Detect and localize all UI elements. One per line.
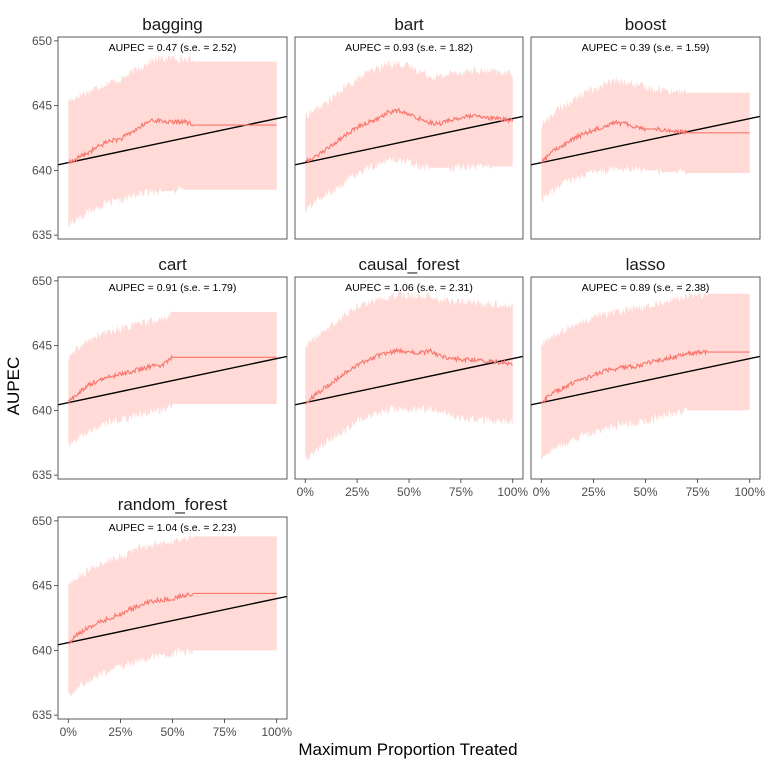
random-baseline-line	[295, 115, 523, 166]
facet-title: causal_forest	[358, 255, 459, 274]
aupec-annotation: AUPEC = 0.91 (s.e. = 1.79)	[109, 282, 237, 294]
y-tick-label: 645	[32, 579, 52, 593]
x-tick-label: 50%	[160, 725, 184, 739]
aupec-annotation: AUPEC = 0.89 (s.e. = 2.38)	[582, 282, 710, 294]
facet-panels: bagging AUPEC = 0.47 (s.e. = 2.52) 635 640 6…	[32, 15, 765, 739]
facet-boost: boost AUPEC = 0.39 (s.e. = 1.59)	[530, 15, 761, 240]
x-tick-label: 75%	[449, 485, 473, 499]
random-baseline-line	[531, 355, 760, 406]
facet-lasso: lasso AUPEC = 0.89 (s.e. = 2.38) 0% 25% 50% 7…	[530, 255, 765, 499]
facet-bart: bart AUPEC = 0.93 (s.e. = 1.82)	[294, 15, 524, 240]
y-tick-label: 635	[32, 468, 52, 482]
aupec-curve	[67, 592, 277, 646]
random-baseline-line	[531, 115, 760, 166]
facet-bagging: bagging AUPEC = 0.47 (s.e. = 2.52) 635 640 6…	[32, 15, 288, 242]
panel-border	[57, 36, 288, 240]
aupec-annotation: AUPEC = 1.06 (s.e. = 2.31)	[345, 282, 473, 294]
confidence-band	[305, 290, 513, 463]
x-tick-label: 100%	[261, 725, 292, 739]
y-tick-label: 650	[32, 514, 52, 528]
panel-border	[530, 36, 761, 240]
confidence-band	[305, 59, 513, 213]
x-tick-label: 25%	[581, 485, 605, 499]
x-tick-label: 100%	[497, 485, 528, 499]
facet-title: bagging	[142, 15, 203, 34]
random-baseline-line	[58, 115, 287, 166]
aupec-annotation: AUPEC = 0.39 (s.e. = 1.59)	[582, 42, 710, 54]
facet-title: random_forest	[118, 495, 228, 514]
aupec-curve	[67, 354, 277, 405]
x-tick-label: 50%	[397, 485, 421, 499]
y-tick-label: 635	[32, 708, 52, 722]
y-tick-label: 640	[32, 163, 52, 177]
confidence-band	[541, 291, 750, 459]
random-baseline-line	[295, 355, 523, 406]
panel-border	[57, 276, 288, 480]
x-tick-label: 0%	[297, 485, 315, 499]
random-baseline-line	[58, 355, 287, 406]
y-tick-label: 645	[32, 339, 52, 353]
x-tick-label: 0%	[533, 485, 551, 499]
aupec-annotation: AUPEC = 0.93 (s.e. = 1.82)	[345, 42, 473, 54]
x-tick-label: 0%	[60, 725, 78, 739]
confidence-band	[68, 534, 277, 697]
x-tick-label: 75%	[213, 725, 237, 739]
aupec-curve	[540, 119, 750, 164]
aupec-curve	[304, 347, 513, 405]
y-tick-label: 640	[32, 643, 52, 657]
random-baseline-line	[58, 595, 287, 646]
x-tick-label: 100%	[734, 485, 765, 499]
facet-causal-forest: causal_forest AUPEC = 1.06 (s.e. = 2.31) 0…	[294, 255, 528, 499]
facet-cart: cart AUPEC = 0.91 (s.e. = 1.79) 635 640 645 6…	[32, 255, 288, 482]
aupec-curve	[540, 349, 750, 405]
aupec-curve	[304, 107, 514, 165]
y-tick-label: 635	[32, 228, 52, 242]
x-tick-label: 50%	[633, 485, 657, 499]
facet-title: bart	[394, 15, 424, 34]
aupec-annotation: AUPEC = 0.47 (s.e. = 2.52)	[109, 42, 237, 54]
y-tick-label: 640	[32, 403, 52, 417]
facet-random-forest: random_forest AUPEC = 1.04 (s.e. = 2.23) 6…	[32, 495, 292, 739]
y-tick-label: 650	[32, 274, 52, 288]
facet-title: cart	[158, 255, 187, 274]
confidence-band	[68, 309, 277, 448]
y-tick-label: 645	[32, 99, 52, 113]
aupec-curve	[68, 117, 277, 165]
x-tick-label: 25%	[345, 485, 369, 499]
x-tick-label: 75%	[686, 485, 710, 499]
facet-title: lasso	[626, 255, 666, 274]
x-tick-label: 25%	[108, 725, 132, 739]
panel-border	[294, 36, 524, 240]
y-axis-title: AUPEC	[4, 357, 23, 416]
facet-title: boost	[625, 15, 667, 34]
x-axis-title: Maximum Proportion Treated	[298, 740, 517, 759]
y-tick-label: 650	[32, 34, 52, 48]
aupec-annotation: AUPEC = 1.04 (s.e. = 2.23)	[109, 522, 237, 534]
